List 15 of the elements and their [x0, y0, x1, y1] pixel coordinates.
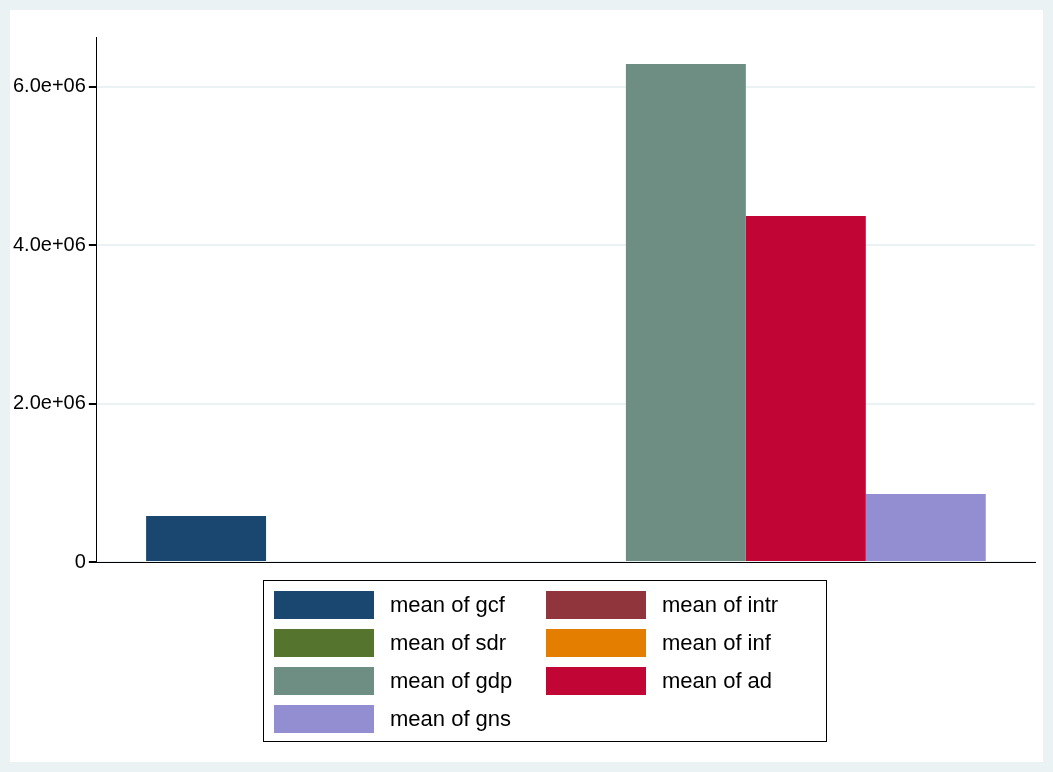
- y-tick-label: 0: [74, 549, 86, 572]
- bar: [625, 63, 746, 561]
- y-tick-label: 6.0e+06: [12, 74, 86, 97]
- legend-label: mean of gdp: [390, 668, 513, 694]
- y-tick-label: 4.0e+06: [12, 232, 86, 255]
- legend-label: mean of gns: [390, 706, 512, 732]
- bar: [745, 215, 866, 561]
- y-tick-label: 2.0e+06: [12, 391, 86, 414]
- legend-label: mean of sdr: [390, 630, 507, 656]
- bar: [146, 516, 267, 561]
- legend-label: mean of ad: [662, 668, 773, 694]
- legend-label: mean of intr: [662, 592, 779, 618]
- bar: [865, 493, 986, 561]
- legend-label: mean of gcf: [390, 592, 505, 618]
- legend-label: mean of inf: [662, 630, 771, 656]
